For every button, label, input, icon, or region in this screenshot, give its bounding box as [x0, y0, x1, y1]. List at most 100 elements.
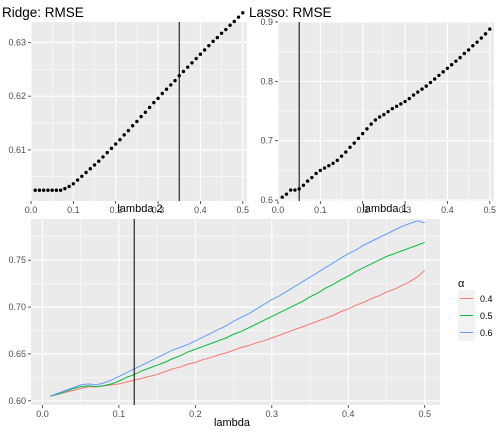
lasso-data-point [289, 188, 292, 191]
lasso-data-point [302, 184, 305, 187]
y-tick-label: 0.61 [8, 145, 26, 155]
ridge-data-point [216, 36, 219, 39]
lasso-data-point [386, 110, 389, 113]
x-tick-label: 0.3 [266, 409, 279, 419]
ridge-data-point [59, 189, 62, 192]
lasso-data-point [285, 192, 288, 195]
ridge-data-point [97, 160, 100, 163]
ridge-data-point [165, 87, 168, 90]
x-tick-label: 0.0 [36, 409, 49, 419]
y-tick-label: 0.8 [260, 76, 273, 86]
x-tick-label: 0.1 [67, 205, 80, 215]
lasso-data-point [293, 188, 296, 191]
lasso-data-point [365, 127, 368, 130]
lasso-data-point [281, 195, 284, 198]
x-tick-label: 0.0 [272, 205, 285, 215]
lasso-data-point [484, 32, 487, 35]
ridge-data-point [46, 189, 49, 192]
ridge-data-point [161, 92, 164, 95]
ridge-data-point [173, 79, 176, 82]
alpha-y-axis: 0.60 0.65 0.70 0.75 [8, 255, 31, 406]
legend-label-alpha-0.4: 0.4 [480, 294, 493, 304]
x-tick-label: 0.5 [237, 205, 250, 215]
lasso-data-point [441, 70, 444, 73]
ridge-data-point [127, 129, 130, 132]
lasso-data-point [340, 154, 343, 157]
ridge-plot-area [31, 22, 247, 201]
ridge-data-point [101, 155, 104, 158]
ridge-data-point [182, 70, 185, 73]
ridge-data-point [169, 83, 172, 86]
ridge-data-point [131, 124, 134, 127]
ridge-data-point [207, 44, 210, 47]
x-tick-label: 0.2 [189, 409, 202, 419]
lasso-data-point [471, 44, 474, 47]
y-tick-label: 0.63 [8, 37, 26, 47]
ridge-data-point [228, 24, 231, 27]
ridge-rmse-panel: 0.0 0.1 0.2 0.3 0.4 0.5 0.610.620.63 Ridge: R… [2, 5, 249, 215]
ridge-data-point [224, 28, 227, 31]
lasso-data-point [374, 118, 377, 121]
lasso-data-point [429, 81, 432, 84]
lasso-data-point [437, 74, 440, 77]
legend-keys: 0.40.50.6 [458, 290, 493, 341]
ridge-data-point [122, 133, 125, 136]
x-tick-label: 0.4 [342, 409, 355, 419]
ridge-data-point [186, 65, 189, 68]
lasso-data-point [425, 84, 428, 87]
ridge-data-point [220, 32, 223, 35]
lasso-data-point [399, 102, 402, 105]
lasso-data-point [369, 122, 372, 125]
lasso-data-point [357, 137, 360, 140]
ridge-data-point [93, 163, 96, 166]
x-tick-label: 0.4 [441, 205, 454, 215]
lasso-data-point [454, 59, 457, 62]
lasso-x-axis-label: lambda 1 [362, 203, 407, 215]
ridge-data-point [80, 175, 83, 178]
lasso-data-point [463, 52, 466, 55]
ridge-data-point [55, 189, 58, 192]
lasso-data-point [344, 150, 347, 153]
alpha-rmse-panel: 0.0 0.1 0.2 0.3 0.4 0.5 0.60 0.65 0.70 0.75 lamb… [8, 219, 440, 429]
ridge-data-point [110, 147, 113, 150]
y-tick-label: 0.75 [8, 255, 26, 265]
alpha-x-axis-label: lambda [214, 417, 251, 429]
lasso-data-point [412, 93, 415, 96]
lasso-data-point [323, 166, 326, 169]
lasso-chart-title: Lasso: RMSE [249, 5, 332, 20]
ridge-x-axis-label: lambda 2 [117, 203, 162, 215]
y-tick-label: 0.62 [8, 91, 26, 101]
lasso-data-point [378, 115, 381, 118]
ridge-data-point [42, 189, 45, 192]
lasso-data-point [488, 27, 491, 30]
lasso-data-point [416, 90, 419, 93]
alpha-plot-area [31, 219, 440, 405]
y-tick-label: 0.65 [8, 349, 26, 359]
ridge-data-point [67, 185, 70, 188]
ridge-chart-title: Ridge: RMSE [2, 5, 84, 20]
ridge-data-point [89, 167, 92, 170]
ridge-data-point [156, 97, 159, 100]
ridge-data-point [144, 111, 147, 114]
lasso-data-point [353, 141, 356, 144]
lasso-data-point [458, 56, 461, 59]
x-tick-label: 0.0 [25, 205, 38, 215]
ridge-data-point [190, 61, 193, 64]
ridge-data-point [84, 171, 87, 174]
x-tick-label: 0.4 [194, 205, 207, 215]
lasso-data-point [403, 100, 406, 103]
ridge-data-point [233, 20, 236, 23]
lasso-rmse-panel: 0.0 0.1 0.2 0.3 0.4 0.5 0.6 0.7 0.8 0.9 Lasso: R… [249, 5, 496, 215]
ridge-data-point [203, 48, 206, 51]
ridge-data-point [72, 182, 75, 185]
y-tick-label: 0.6 [260, 195, 273, 205]
ridge-data-point [135, 120, 138, 123]
lasso-data-point [331, 162, 334, 165]
y-tick-label: 0.70 [8, 302, 26, 312]
lasso-data-point [319, 169, 322, 172]
lasso-data-point [314, 172, 317, 175]
ridge-data-point [139, 115, 142, 118]
x-tick-label: 0.1 [113, 409, 126, 419]
ridge-data-point [114, 142, 117, 145]
